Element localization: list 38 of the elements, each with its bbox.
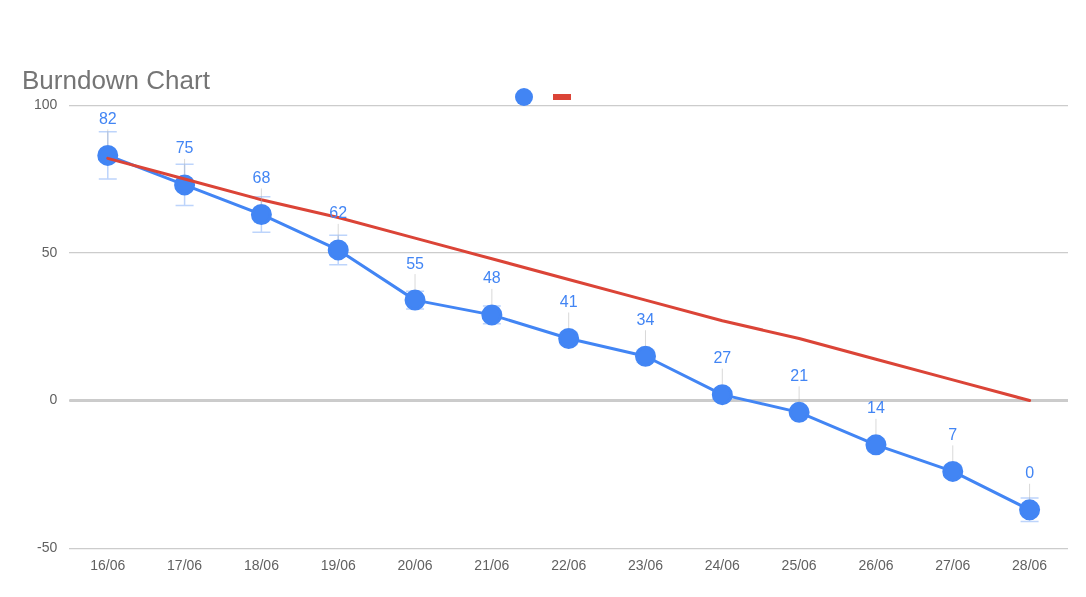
x-tick-label: 20/06	[397, 557, 433, 574]
point	[711, 384, 733, 406]
annotation: 75	[175, 139, 194, 157]
x-tick-label: 17/06	[167, 557, 203, 574]
x-tick-label: 23/06	[627, 557, 664, 574]
annotation: 34	[636, 310, 655, 328]
annotation: 0	[1025, 464, 1035, 482]
annotation: 48	[482, 269, 501, 287]
point	[327, 239, 349, 261]
point	[865, 434, 887, 456]
x-tick-label: 25/06	[781, 557, 817, 574]
annotation: 41	[559, 292, 578, 310]
x-tick-label: 24/06	[704, 557, 741, 574]
annotation: 82	[98, 109, 117, 127]
x-tick-label: 18/06	[243, 557, 280, 574]
x-tick-label: 19/06	[320, 557, 356, 574]
chart-title: Burndown Chart	[22, 64, 211, 95]
x-tick-label: 16/06	[90, 557, 126, 574]
point	[942, 460, 964, 482]
y-tick-label: 0	[49, 391, 58, 408]
x-tick-label: 21/06	[474, 557, 510, 574]
y-tick-label: 50	[41, 243, 58, 260]
annotation: 27	[713, 349, 732, 367]
x-tick-label: 27/06	[935, 557, 971, 574]
point	[250, 203, 272, 225]
y-tick-label: -50	[37, 539, 58, 556]
annotation: 14	[867, 399, 885, 417]
x-tick-label: 22/06	[551, 557, 587, 574]
annotation: 68	[252, 168, 271, 186]
annotation: 21	[790, 366, 809, 384]
point	[635, 345, 656, 367]
annotation: 7	[948, 425, 958, 443]
x-tick-label: 26/06	[858, 557, 894, 574]
x-tick-label: 28/06	[1012, 557, 1048, 574]
point	[788, 401, 810, 423]
y-tick-label: 100	[34, 96, 58, 113]
point	[97, 144, 119, 166]
annotation: 55	[406, 254, 425, 272]
